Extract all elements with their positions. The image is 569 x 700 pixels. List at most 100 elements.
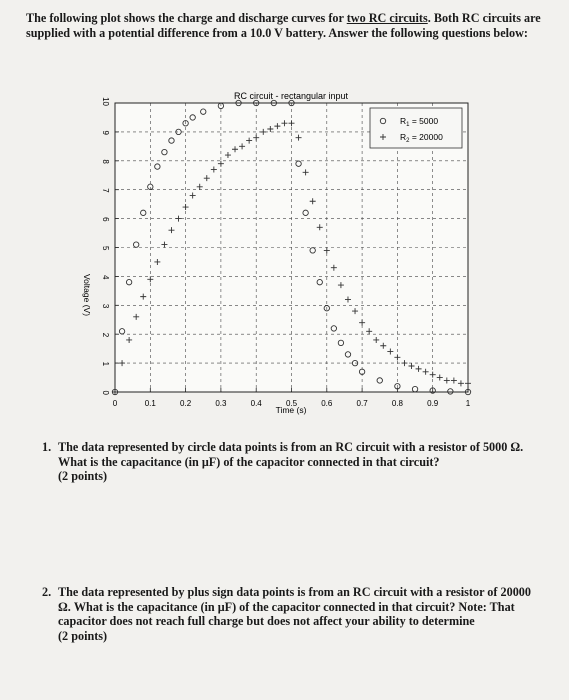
data-point-plus [147, 276, 154, 283]
y-tick-label: 10 [101, 97, 110, 106]
x-tick-label: 0.4 [251, 399, 263, 408]
data-point-plus [429, 371, 436, 378]
y-tick-label: 3 [101, 304, 110, 309]
data-point-plus [210, 166, 217, 173]
data-point-plus [182, 204, 189, 211]
chart-title: RC circuit - rectangular input [234, 91, 349, 101]
data-point-plus [274, 123, 281, 130]
x-tick-label: 0.5 [286, 399, 298, 408]
y-tick-label: 5 [101, 246, 110, 251]
data-point-circle [295, 160, 302, 167]
data-point-circle [133, 241, 140, 248]
intro-text-2: . Both RC circuits are supplied with a p… [26, 11, 541, 40]
question-1-points: (2 points) [58, 469, 108, 484]
data-point-plus [359, 319, 366, 326]
chart-legend: R1 = 5000 R2 = 20000 [369, 107, 463, 149]
data-point-plus [316, 224, 323, 231]
data-point-circle [161, 148, 168, 156]
data-point-plus [161, 241, 168, 248]
y-tick-label: 0 [101, 391, 110, 396]
data-point-plus [401, 360, 408, 367]
chart-xlabel: Time (s) [276, 405, 307, 415]
data-point-plus [154, 258, 161, 265]
data-point-circle [337, 339, 345, 347]
data-point-circle [125, 279, 133, 286]
data-point-plus [422, 368, 429, 375]
legend-label-r1: R1 = 5000 [400, 116, 438, 128]
question-1: 1. The data represented by circle data p… [42, 440, 538, 484]
data-point-plus [380, 342, 387, 349]
y-tick-label: 9 [101, 130, 110, 135]
data-point-plus [344, 296, 351, 303]
question-1-number: 1. [42, 440, 52, 454]
data-point-plus [175, 215, 182, 222]
data-point-plus [119, 360, 126, 367]
x-tick-label: 0.1 [145, 399, 157, 408]
data-point-plus [140, 293, 147, 300]
data-point-circle [217, 102, 225, 110]
data-point-circle [168, 137, 175, 144]
data-point-plus [267, 126, 274, 133]
problem-intro: The following plot shows the charge and … [26, 11, 546, 40]
data-point-circle [182, 120, 189, 127]
x-tick-label: 0.2 [180, 399, 192, 408]
data-point-plus [288, 120, 295, 127]
data-point-circle [376, 377, 383, 384]
data-point-plus [387, 348, 394, 355]
data-point-circle [154, 163, 161, 170]
question-1-text: The data represented by circle data poin… [58, 440, 524, 469]
legend-label-r2: R2 = 20000 [400, 132, 443, 144]
data-point-circle [253, 99, 260, 107]
x-tick-label: 1 [466, 399, 471, 408]
data-point-circle [189, 114, 196, 121]
data-point-plus [366, 328, 373, 335]
data-point-circle [351, 359, 359, 367]
y-tick-label: 2 [101, 333, 110, 338]
data-point-plus [239, 143, 246, 150]
data-point-circle [235, 99, 242, 107]
y-tick-label: 8 [101, 159, 110, 164]
data-point-plus [443, 377, 450, 384]
data-point-circle [330, 325, 338, 332]
x-tick-label: 0.6 [321, 399, 333, 408]
data-point-circle [309, 247, 316, 254]
data-point-plus [232, 146, 239, 153]
x-tick-label: 0.8 [392, 399, 404, 408]
x-tick-label: 0.3 [215, 399, 227, 408]
question-2-points: (2 points) [58, 628, 108, 643]
data-point-circle [464, 388, 472, 396]
y-tick-label: 4 [101, 275, 110, 280]
data-point-circle [394, 383, 401, 390]
data-point-circle [358, 368, 366, 375]
data-point-circle [147, 183, 154, 190]
series-circles [111, 99, 472, 396]
data-point-plus [352, 308, 359, 315]
intro-link-text: two RC circuits [346, 11, 428, 25]
data-point-plus [415, 365, 422, 372]
data-point-plus [224, 152, 231, 159]
data-point-plus [337, 282, 344, 289]
data-point-plus [168, 227, 175, 234]
data-point-circle [118, 328, 126, 335]
x-tick-label: 0 [113, 399, 118, 408]
data-point-plus [330, 264, 337, 271]
data-point-circle [411, 385, 419, 393]
data-point-circle [429, 387, 436, 394]
intro-text-1: The following plot shows the charge and … [26, 11, 347, 25]
data-point-plus [295, 134, 302, 141]
x-tick-label: 0.9 [427, 399, 439, 408]
data-point-plus [260, 128, 267, 135]
y-tick-label: 6 [101, 217, 110, 222]
rc-chart-svg: 0 0.1 0.2 0.3 0.4 0.5 0.6 0.7 0.8 0.9 101234567891… [82, 91, 472, 415]
data-point-plus [133, 313, 140, 320]
data-point-plus [246, 137, 253, 144]
data-point-plus [126, 336, 133, 343]
chart-ylabel: Voltage (V) [82, 274, 92, 316]
question-2-text: The data represented by plus sign data p… [58, 585, 531, 629]
data-point-plus [408, 362, 415, 369]
series-plus [112, 120, 471, 395]
x-tick-label: 0.7 [357, 399, 369, 408]
y-tick-label: 1 [101, 362, 110, 367]
data-point-circle [316, 279, 323, 286]
data-point-plus [302, 169, 309, 176]
